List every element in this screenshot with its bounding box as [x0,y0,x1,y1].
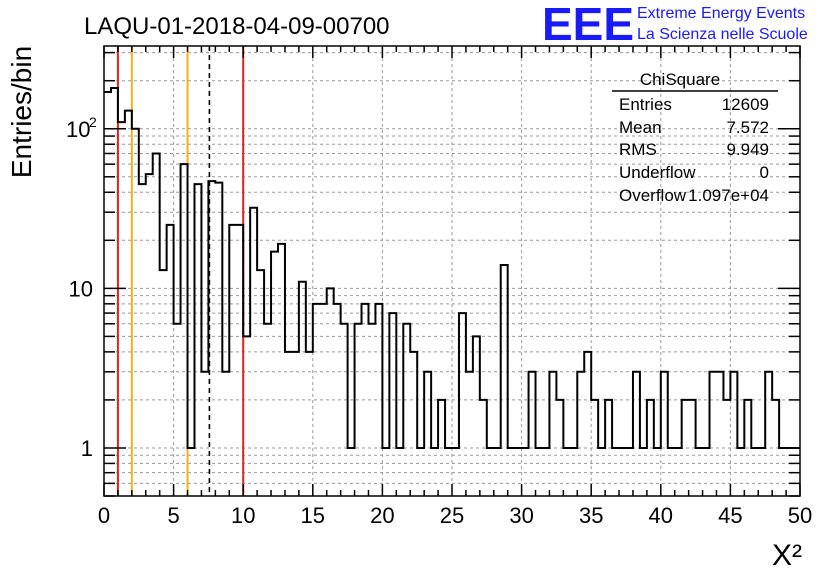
x-tick-label: 50 [788,503,812,528]
x-tick-label: 10 [231,503,255,528]
logo-line2: La Scienza nelle Scuole [637,26,808,43]
chart-title: LAQU-01-2018-04-09-00700 [84,13,390,40]
histogram-series [104,87,800,449]
stats-value-entries: 12609 [722,95,769,114]
x-tick-label: 0 [98,503,110,528]
stats-value-mean: 7.572 [726,118,769,137]
y-tick-label-exponent: 2 [89,114,97,130]
stats-label-underflow: Underflow [619,163,696,182]
stats-value-rms: 9.949 [726,140,769,159]
x-tick-labels: 0 5 10 15 20 25 30 35 40 45 50 [98,503,812,528]
x-tick-label: 35 [579,503,603,528]
x-axis-label: X² [772,539,802,572]
stats-label-entries: Entries [619,95,672,114]
stats-box: ChiSquare Entries 12609 Mean 7.572 RMS 9… [612,70,778,205]
stats-title: ChiSquare [640,70,720,89]
x-tick-label: 20 [370,503,394,528]
y-tick-label: 10 [66,117,90,142]
x-tick-label: 40 [649,503,673,528]
x-tick-label: 45 [718,503,742,528]
stats-label-overflow: Overflow [619,186,687,205]
x-tick-label: 5 [167,503,179,528]
x-tick-label: 15 [301,503,325,528]
stats-value-underflow: 0 [760,163,769,182]
x-tick-label: 25 [440,503,464,528]
y-axis-label: Entries/bin [6,46,37,178]
logo-line1: Extreme Energy Events [637,5,805,22]
stats-value-overflow: 1.097e+04 [688,186,769,205]
plot-frame [103,45,801,497]
stats-label-mean: Mean [619,118,662,137]
logo-mark: EEE [542,0,634,50]
y-tick-label: 1 [81,436,93,461]
x-tick-label: 30 [509,503,533,528]
eee-logo: EEE Extreme Energy Events La Scienza nel… [542,0,808,50]
y-tick-label: 10 [69,276,93,301]
stats-label-rms: RMS [619,140,657,159]
